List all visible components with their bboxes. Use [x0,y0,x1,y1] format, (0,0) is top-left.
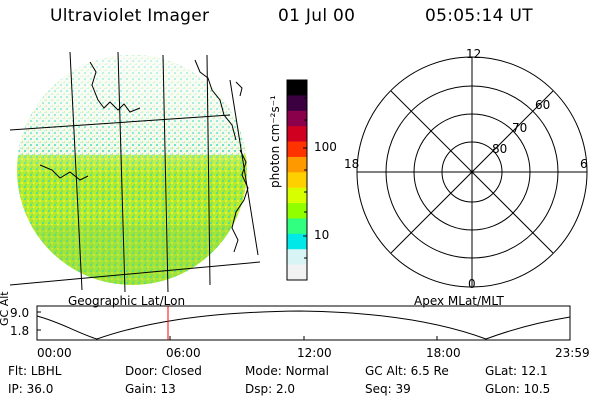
colorbar-swatch [287,110,307,127]
info-mode-value: Normal [285,364,329,378]
info-glon-label: GLon: [485,382,520,396]
info-door-label: Door: [125,364,158,378]
alt-tick-9: 9.0 [10,306,30,320]
colorbar [286,79,308,281]
info-gcalt-label: GC Alt: [365,364,407,378]
polar-lat-80: 80 [492,142,508,156]
colorbar-unit-label: photon cm⁻²s⁻¹ [268,95,282,188]
uv-globe-image [9,51,261,293]
info-door-value: Closed [161,364,202,378]
colorbar-swatch [287,187,307,204]
info-glon: GLon: 10.5 [485,382,550,396]
lat-lon-grid [9,51,261,293]
info-gcalt-value: 6.5 Re [410,364,449,378]
colorbar-swatch [287,80,307,96]
info-seq-value: 39 [395,382,411,396]
info-gcalt: GC Alt: 6.5 Re [365,364,449,378]
colorbar-swatch [287,203,307,219]
colorbar-swatch [287,249,307,266]
polar-label-18: 18 [344,157,360,171]
info-seq: Seq: 39 [365,382,411,396]
info-ip-value: 36.0 [26,382,54,396]
info-ip: IP: 36.0 [8,382,53,396]
info-dsp: Dsp: 2.0 [245,382,295,396]
info-seq-label: Seq: [365,382,392,396]
info-ip-label: IP: [8,382,23,396]
info-gain-value: 13 [160,382,176,396]
colorbar-swatch [287,95,307,112]
info-door: Door: Closed [125,364,202,378]
info-flt: Flt: LBHL [8,364,61,378]
date-label: 01 Jul 00 [278,6,356,26]
info-mode-label: Mode: [245,364,282,378]
colorbar-tick-10: 10 [314,228,330,242]
polar-lat-70: 70 [512,121,528,135]
colorbar-swatch [287,126,307,143]
colorbar-swatch [287,218,307,235]
colorbar-tick-100: 100 [314,140,337,154]
info-glat: GLat: 12.1 [485,364,548,378]
info-mode: Mode: Normal [245,364,329,378]
time-tick-2359: 23:59 [555,346,590,360]
time-label: 05:05:14 UT [425,6,533,26]
alt-tick-1.8: 1.8 [10,324,30,338]
info-gain-label: Gain: [125,382,157,396]
info-dsp-label: Dsp: [245,382,273,396]
app-title: Ultraviolet Imager [50,6,210,26]
info-gain: Gain: 13 [125,382,176,396]
info-flt-label: Flt: [8,364,27,378]
time-tick-1200: 12:00 [297,346,332,360]
colorbar-swatch [287,141,307,158]
info-dsp-value: 2.0 [275,382,296,396]
geographic-label: Geographic Lat/Lon [68,294,186,308]
apex-label: Apex MLat/MLT [414,294,504,308]
info-glat-label: GLat: [485,364,518,378]
altitude-plot [36,305,571,341]
polar-plot [356,56,588,288]
coastline [39,59,249,253]
polar-label-12: 12 [466,47,482,61]
colorbar-swatch [287,233,307,250]
colorbar-swatch [287,172,307,189]
time-tick-0600: 06:00 [166,346,201,360]
info-glat-value: 12.1 [520,364,548,378]
time-tick-0000: 00:00 [37,346,72,360]
info-flt-value: LBHL [30,364,62,378]
polar-label-6: 6 [580,157,588,171]
info-glon-value: 10.5 [523,382,551,396]
colorbar-swatch [287,156,307,173]
time-tick-1800: 18:00 [426,346,461,360]
colorbar-swatch [287,264,307,281]
polar-lat-60: 60 [535,98,551,112]
polar-label-0: 0 [468,277,476,291]
